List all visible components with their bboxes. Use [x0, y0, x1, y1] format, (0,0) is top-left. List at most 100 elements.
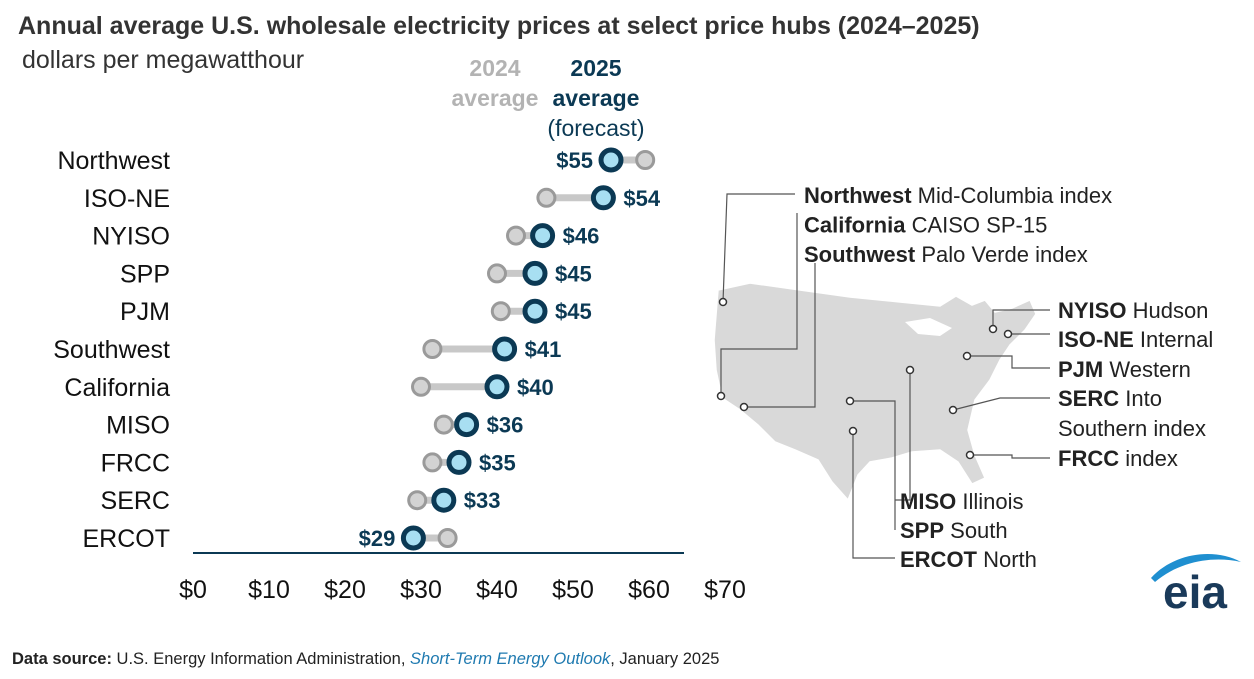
map-hub-name: FRCC: [1058, 446, 1119, 471]
point-2025: [530, 223, 556, 249]
source-date: , January 2025: [610, 650, 720, 668]
map-hub-name: ISO-NE: [1058, 327, 1134, 352]
x-tick-label: $50: [552, 576, 594, 604]
category-label: Northwest: [57, 147, 170, 175]
map-hub-index: Hudson: [1126, 298, 1208, 323]
map-hub-label: California CAISO SP-15: [804, 213, 1047, 238]
map-hub-name: Northwest: [804, 183, 912, 208]
hub-leader-line: [720, 213, 798, 396]
chart-title: Annual average U.S. wholesale electricit…: [18, 12, 980, 40]
hub-marker: [848, 426, 858, 436]
point-2025: [431, 487, 457, 513]
point-2025: [446, 449, 472, 475]
category-label: SERC: [101, 487, 170, 515]
map-hub-name: NYISO: [1058, 298, 1126, 323]
data-source-note: Data source: U.S. Energy Information Adm…: [12, 650, 719, 669]
great-lakes-shape: [905, 318, 952, 336]
map-hub-name: ERCOT: [900, 547, 978, 572]
hub-leader-line: [852, 431, 895, 559]
category-label: MISO: [106, 412, 170, 440]
map-hub-index: Palo Verde index: [915, 242, 1087, 267]
map-hub-label: ERCOT North: [900, 547, 1037, 572]
x-tick-label: $10: [248, 576, 290, 604]
value-label: $55: [556, 148, 593, 173]
us-map: [713, 193, 1050, 559]
point-2024: [437, 528, 458, 548]
source-publication-link[interactable]: Short-Term Energy Outlook: [410, 650, 611, 668]
x-tick-label: $0: [179, 576, 207, 604]
x-tick-label: $40: [476, 576, 518, 604]
hub-leader-line: [895, 370, 911, 501]
eia-logo: eia: [1151, 554, 1241, 618]
map-hub-label: SERC Into: [1058, 386, 1162, 411]
hub-marker: [962, 351, 972, 361]
category-label: ERCOT: [83, 525, 171, 553]
hub-marker: [718, 297, 728, 307]
source-org: U.S. Energy Information Administration,: [116, 650, 406, 668]
us-map-shape: [713, 282, 1037, 502]
category-label: ISO-NE: [84, 185, 170, 213]
point-2024: [433, 414, 454, 435]
legend-2024-line: 2024: [469, 55, 520, 81]
map-hub-index: North: [977, 547, 1037, 572]
hub-marker: [948, 405, 958, 415]
map-hub-index: CAISO SP-15: [905, 213, 1047, 238]
legend-2025-line: 2025: [570, 55, 621, 81]
point-2025: [522, 298, 548, 324]
map-hub-label: ISO-NE Internal: [1058, 327, 1213, 352]
x-tick-label: $20: [324, 576, 366, 604]
map-hub-index: Illinois: [956, 489, 1023, 514]
map-hub-name: PJM: [1058, 357, 1103, 382]
point-2024: [506, 225, 526, 246]
value-label: $33: [464, 488, 501, 513]
legend: 2024 average 2025 average (forecast): [452, 55, 645, 141]
point-2024: [490, 301, 511, 322]
point-2025: [590, 185, 616, 211]
point-2025: [484, 374, 510, 400]
map-hub-index: Internal: [1134, 327, 1214, 352]
hub-marker: [1003, 329, 1013, 339]
hub-leader-line: [967, 355, 1050, 369]
hub-leader-line: [952, 397, 1050, 411]
hub-leader-line: [970, 454, 1050, 459]
map-hub-index: Southern index: [1058, 416, 1206, 441]
map-hub-label: PJM Western: [1058, 357, 1191, 382]
hub-marker: [739, 402, 749, 412]
map-hub-index: South: [944, 518, 1008, 543]
chart-canvas: 2024 average 2025 average (forecast) Northwe…: [53, 55, 1213, 604]
map-hub-label: Southern index: [1058, 416, 1206, 441]
map-hub-label: Southwest Palo Verde index: [804, 242, 1088, 267]
eia-logo-swoosh: [1151, 554, 1241, 582]
value-label: $35: [479, 450, 516, 475]
point-2025: [522, 260, 548, 286]
category-label: SPP: [120, 260, 170, 288]
value-label: $36: [487, 413, 524, 438]
hub-leader-line: [744, 263, 816, 408]
map-hub-label: SPP South: [900, 518, 1008, 543]
point-2024: [422, 339, 443, 359]
value-label: $45: [555, 299, 592, 324]
point-2024: [411, 376, 431, 397]
x-tick-label: $30: [400, 576, 442, 604]
x-tick-label: $70: [704, 576, 746, 604]
map-hub-index: index: [1119, 446, 1178, 471]
point-2025: [454, 412, 480, 438]
category-label: PJM: [120, 298, 170, 326]
map-hub-index: Western: [1103, 357, 1191, 382]
x-tick-label: $60: [628, 576, 670, 604]
map-hub-name: Southwest: [804, 242, 916, 267]
hub-leader-line: [850, 400, 896, 530]
value-label: $54: [623, 186, 660, 211]
hub-leader-line: [722, 193, 795, 303]
x-axis: $0 $10 $20 $30 $40 $50 $60 $70: [179, 552, 746, 604]
map-hub-name: SERC: [1058, 386, 1119, 411]
map-hub-name: California: [804, 213, 906, 238]
point-2024: [635, 150, 656, 170]
category-label: FRCC: [101, 449, 170, 477]
hub-marker: [716, 391, 726, 401]
value-label: $41: [525, 337, 562, 362]
point-2024: [536, 187, 557, 208]
map-hub-index: Mid-Columbia index: [912, 183, 1113, 208]
hub-marker: [845, 396, 855, 406]
